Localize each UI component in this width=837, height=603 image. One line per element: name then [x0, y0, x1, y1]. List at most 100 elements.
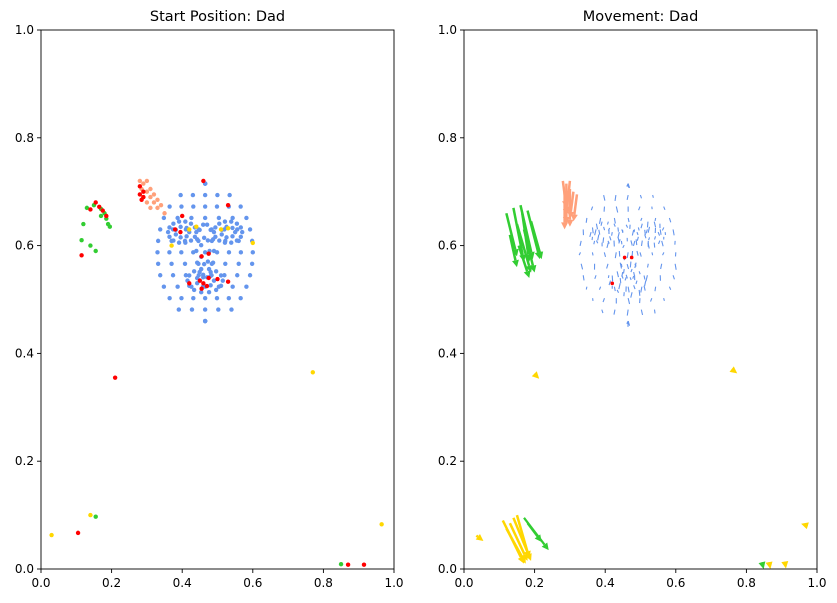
face-point — [194, 248, 199, 254]
keypoint — [197, 278, 203, 283]
face-point — [165, 229, 171, 235]
face-arrow — [632, 240, 636, 247]
face-point — [223, 261, 228, 266]
face-arrow — [589, 231, 592, 237]
x-tick-label: 0.6 — [666, 576, 685, 590]
keypoint — [187, 281, 192, 286]
face-arrow — [626, 194, 629, 200]
face-point — [189, 307, 195, 312]
face-point — [211, 248, 217, 254]
accent-arrow-head — [781, 560, 789, 569]
face-arrow — [674, 263, 677, 270]
face-point — [222, 273, 227, 278]
accent-arrow-head — [519, 555, 526, 564]
face-point — [191, 295, 196, 301]
face-arrow — [662, 252, 665, 256]
face-arrow — [609, 236, 612, 241]
face-arrow — [668, 286, 672, 290]
hand-point — [79, 238, 84, 243]
face-arrow — [625, 224, 629, 228]
y-tick-label: 0.4 — [438, 346, 457, 360]
face-point — [194, 229, 199, 235]
face-point — [205, 238, 211, 243]
face-arrow — [648, 237, 651, 241]
hand-arrow — [519, 204, 533, 253]
hair-point — [144, 200, 150, 205]
keypoint — [137, 192, 143, 197]
accent-arrow — [508, 522, 526, 556]
keypoint — [97, 204, 102, 209]
hand-point — [93, 248, 98, 254]
hair-point — [137, 178, 143, 184]
keypoint — [93, 200, 98, 205]
face-arrow — [594, 229, 597, 236]
face-point — [213, 225, 218, 230]
face-point — [230, 225, 235, 231]
face-arrow — [626, 252, 629, 259]
face-arrow — [603, 252, 607, 258]
face-point — [219, 232, 224, 237]
face-arrow — [630, 292, 633, 298]
face-arrow — [644, 229, 646, 236]
face-point — [167, 295, 172, 301]
face-point — [218, 283, 224, 288]
face-arrow — [636, 250, 639, 256]
hand-point — [98, 213, 104, 219]
face-point — [206, 266, 212, 272]
face-point — [191, 204, 196, 209]
face-point — [217, 221, 222, 226]
y-tick-label: 0.0 — [438, 562, 457, 576]
hand-arrow — [526, 522, 539, 538]
face-arrow — [618, 283, 621, 290]
face-arrow — [619, 262, 623, 269]
face-arrow — [580, 263, 584, 270]
hair-point — [148, 205, 153, 211]
face-point — [175, 284, 180, 289]
face-point — [235, 273, 240, 278]
movement-panel: 0.0 0.2 0.4 0.6 0.8 1.0 0.0 0.2 0.4 0.6 0.8 1.0 Move… — [438, 9, 827, 590]
y-tick-label: 0.2 — [438, 454, 457, 468]
face-point — [216, 307, 221, 312]
face-arrow — [668, 217, 672, 223]
face-arrow — [645, 229, 648, 234]
face-arrow — [613, 309, 616, 315]
keypoint — [172, 227, 178, 232]
face-arrow — [630, 268, 633, 273]
face-point — [191, 269, 197, 274]
face-arrow — [639, 252, 642, 257]
accent-point — [218, 227, 224, 232]
face-point — [199, 289, 204, 295]
face-point — [202, 204, 208, 209]
hand-arrow — [521, 213, 530, 256]
face-arrow — [601, 309, 604, 314]
y-tick-label: 0.4 — [15, 346, 34, 360]
face-arrow — [619, 278, 622, 284]
face-point — [155, 238, 161, 244]
face-point — [227, 192, 232, 198]
hair-point — [144, 178, 150, 184]
face-point — [229, 219, 234, 224]
hand-point — [81, 221, 86, 227]
face-point — [238, 250, 244, 255]
keypoint — [141, 189, 146, 194]
face-point — [234, 221, 240, 226]
face-arrow — [629, 277, 632, 281]
face-arrow — [651, 252, 654, 256]
face-arrow — [661, 240, 664, 247]
hand-arrow-head — [512, 259, 519, 268]
face-arrow — [622, 244, 625, 249]
hand-point — [88, 243, 93, 248]
x-tick-label: 0.8 — [737, 576, 756, 590]
face-arrow — [627, 298, 631, 305]
hair-arrow-head — [570, 213, 578, 222]
face-arrow — [653, 309, 656, 314]
accent-point — [310, 370, 316, 375]
face-point — [202, 307, 208, 312]
face-point — [173, 232, 179, 237]
face-point — [155, 261, 161, 266]
hair-point — [141, 181, 146, 186]
keypoint — [610, 281, 615, 286]
face-point — [200, 272, 206, 278]
face-arrow — [598, 286, 602, 290]
face-point — [167, 250, 172, 255]
